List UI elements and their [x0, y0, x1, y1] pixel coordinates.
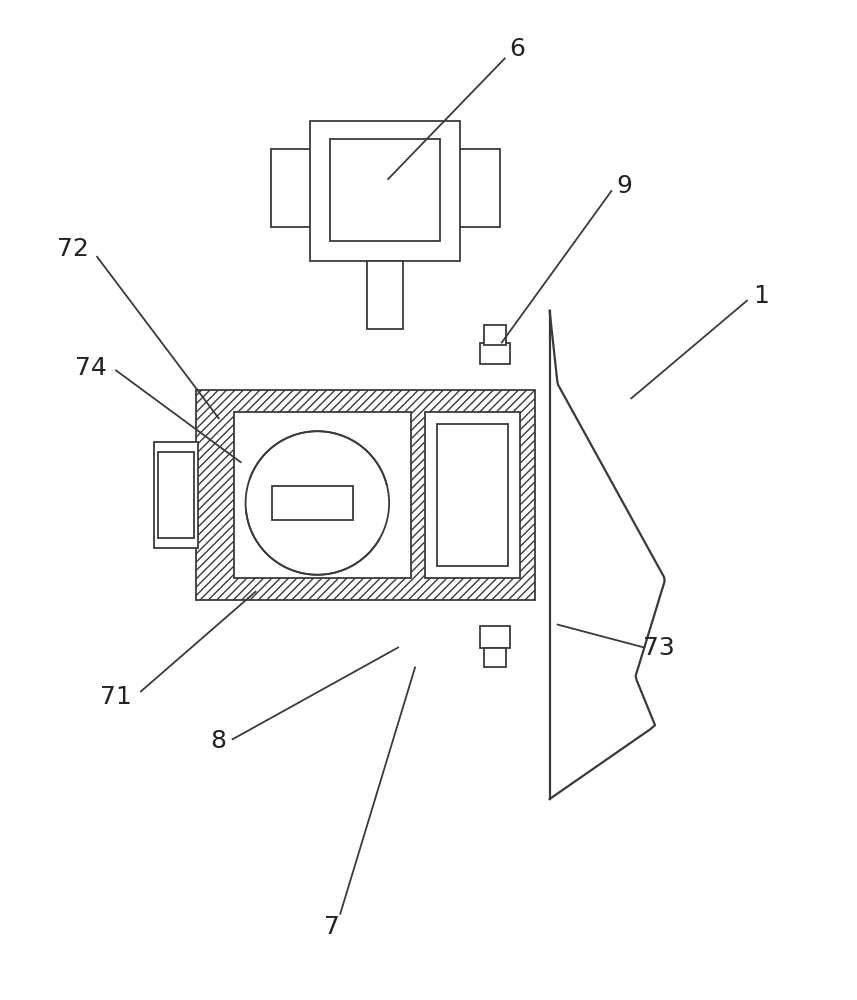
Text: 1: 1 — [753, 284, 769, 308]
Bar — [484, 325, 506, 345]
Text: 71: 71 — [100, 685, 132, 709]
Text: 6: 6 — [510, 37, 525, 61]
Bar — [154, 442, 198, 548]
Bar — [367, 261, 403, 329]
Text: 73: 73 — [644, 636, 675, 660]
Bar — [480, 626, 510, 648]
Text: 74: 74 — [75, 356, 107, 380]
Bar — [234, 412, 411, 578]
Text: 9: 9 — [616, 174, 632, 198]
Bar — [271, 149, 313, 227]
Bar — [310, 121, 460, 261]
Bar — [195, 390, 535, 600]
Bar — [330, 139, 440, 241]
Text: 72: 72 — [57, 237, 89, 261]
Bar — [437, 424, 507, 566]
Bar — [480, 343, 510, 364]
Bar — [272, 486, 353, 520]
Text: 7: 7 — [325, 915, 340, 939]
Bar — [158, 452, 194, 538]
Bar — [458, 149, 500, 227]
Bar — [484, 648, 506, 667]
Bar — [425, 412, 519, 578]
Text: 8: 8 — [211, 729, 227, 753]
